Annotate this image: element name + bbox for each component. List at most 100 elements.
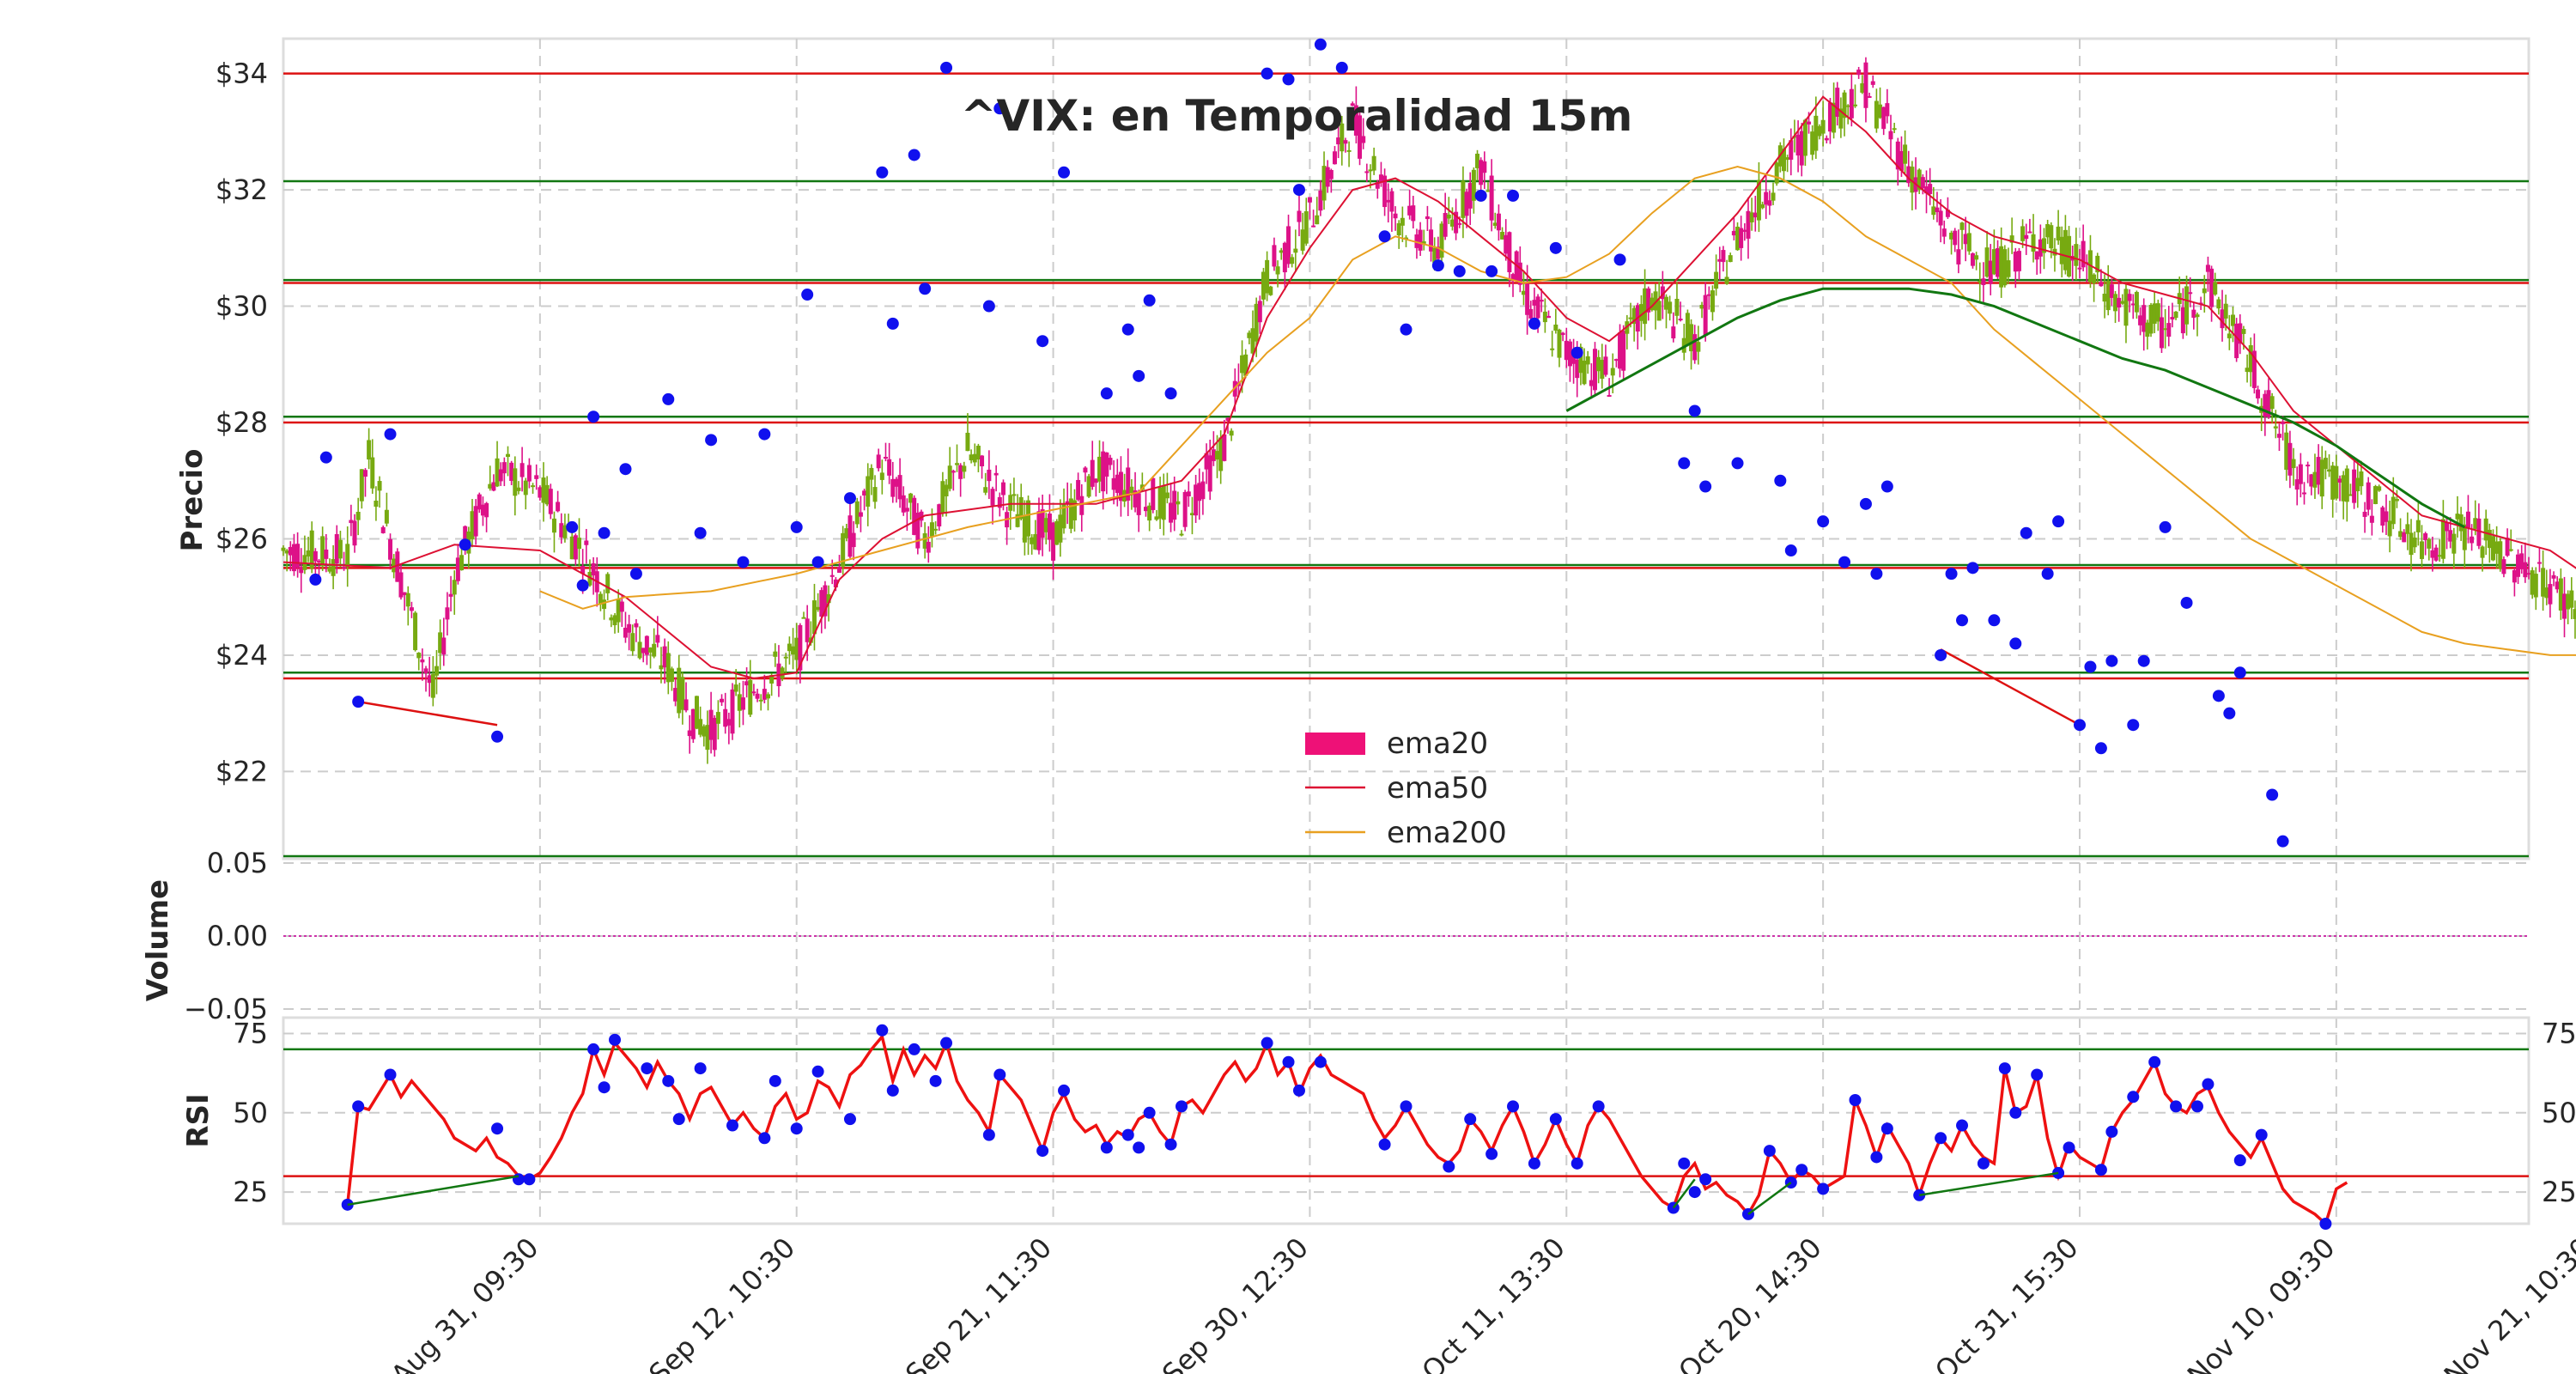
pivot-point bbox=[566, 520, 579, 533]
chart-title: ^VIX: en Temporalidad 15m bbox=[961, 91, 1633, 141]
candle-body bbox=[712, 717, 717, 751]
candle-body bbox=[1000, 482, 1005, 495]
candle-body bbox=[1532, 300, 1537, 306]
candle-body bbox=[1457, 222, 1462, 225]
price-tick-label: $22 bbox=[216, 755, 268, 787]
candle-body bbox=[2490, 536, 2495, 561]
candle-body bbox=[1126, 467, 1131, 501]
candle-body bbox=[2327, 469, 2332, 472]
candle-body bbox=[1724, 277, 1729, 284]
candle-body bbox=[2216, 299, 2221, 309]
candle-body bbox=[1389, 191, 1394, 212]
candle-body bbox=[598, 593, 603, 605]
candle-body bbox=[2155, 303, 2160, 322]
rsi-pivot-point bbox=[609, 1033, 622, 1046]
candle-body bbox=[2263, 393, 2268, 417]
candle-body bbox=[1315, 215, 1320, 225]
candle-body bbox=[1040, 509, 1045, 538]
candle-body bbox=[1582, 360, 1587, 385]
pivot-point bbox=[1678, 457, 1691, 470]
candle-body bbox=[619, 601, 624, 612]
rsi-pivot-point bbox=[1699, 1173, 1712, 1186]
candle-body bbox=[1607, 395, 1612, 398]
candle-body bbox=[1461, 180, 1466, 218]
candle-body bbox=[1671, 326, 1676, 339]
candle-body bbox=[288, 546, 293, 556]
candle-body bbox=[2013, 251, 2018, 272]
candle-body bbox=[1678, 319, 1683, 321]
candle-body bbox=[2470, 536, 2475, 544]
candle-body bbox=[933, 528, 939, 531]
rsi-pivot-point bbox=[694, 1062, 707, 1075]
candle-body bbox=[740, 697, 745, 710]
candle-body bbox=[2377, 486, 2382, 491]
candle-body bbox=[897, 475, 902, 500]
candle-body bbox=[1618, 332, 1623, 369]
pivot-point bbox=[309, 573, 322, 586]
candle-body bbox=[1336, 137, 1341, 145]
pivot-point bbox=[629, 568, 642, 581]
candle-body bbox=[1147, 505, 1152, 521]
rsi-pivot-point bbox=[1121, 1128, 1134, 1141]
candle-body bbox=[2256, 389, 2261, 398]
candle-body bbox=[2251, 350, 2257, 388]
rsi-pivot-point bbox=[1571, 1157, 1583, 1170]
candle-body bbox=[331, 559, 336, 576]
candle-body bbox=[1603, 356, 1608, 375]
pivot-point bbox=[2212, 690, 2225, 702]
candle-body bbox=[1076, 479, 1081, 500]
candle-body bbox=[423, 668, 428, 674]
candle-body bbox=[1479, 160, 1484, 185]
candle-body bbox=[798, 624, 803, 671]
x-tick-label: Nov 21, 10:30 bbox=[2438, 1231, 2576, 1374]
candle-body bbox=[477, 494, 482, 510]
candle-body bbox=[2020, 226, 2026, 241]
candle-body bbox=[2123, 289, 2129, 326]
pivot-point bbox=[1880, 480, 1893, 493]
candle-body bbox=[744, 681, 750, 686]
candle-body bbox=[1261, 271, 1266, 300]
candle-body bbox=[811, 600, 817, 635]
candle-body bbox=[2355, 477, 2360, 492]
candle-body bbox=[1350, 103, 1355, 106]
candle-body bbox=[413, 612, 418, 651]
candle-body bbox=[1061, 503, 1066, 529]
candle-body bbox=[1090, 459, 1095, 487]
candle-body bbox=[2384, 511, 2389, 522]
candle-body bbox=[1557, 329, 1562, 358]
candle-body bbox=[1996, 248, 2001, 277]
candle-body bbox=[2223, 303, 2228, 319]
candle-body bbox=[1243, 354, 1249, 376]
candle-body bbox=[2380, 507, 2385, 526]
candle-body bbox=[1432, 247, 1437, 264]
pivot-point bbox=[1870, 568, 1883, 581]
candle-body bbox=[513, 468, 518, 496]
candle-body bbox=[694, 696, 699, 729]
candle-body bbox=[591, 562, 596, 576]
candle-body bbox=[334, 534, 339, 564]
candle-body bbox=[1546, 315, 1552, 319]
candle-body bbox=[1863, 62, 1868, 108]
x-tick-label: Aug 31, 09:30 bbox=[385, 1231, 545, 1374]
candle-body bbox=[2024, 234, 2029, 240]
candle-body bbox=[1033, 534, 1038, 550]
legend-entry-ema20: ema20 bbox=[1387, 727, 1488, 761]
candle-body bbox=[2180, 307, 2185, 334]
candle-body bbox=[1878, 104, 1883, 119]
candle-body bbox=[1386, 199, 1391, 203]
candle-body bbox=[1981, 278, 1986, 285]
candle-body bbox=[1832, 102, 1837, 133]
rsi-pivot-point bbox=[1956, 1119, 1969, 1132]
pivot-point bbox=[1945, 568, 1958, 581]
candle-body bbox=[2152, 303, 2157, 324]
x-tick-label: Sep 30, 12:30 bbox=[1156, 1231, 1315, 1374]
candle-body bbox=[1789, 140, 1794, 160]
pivot-point bbox=[2094, 742, 2107, 755]
rsi-pivot-point bbox=[1870, 1151, 1883, 1164]
candle-body bbox=[829, 575, 835, 577]
candle-body bbox=[2138, 315, 2143, 325]
volume-tick-label: −0.05 bbox=[184, 993, 268, 1025]
candle-body bbox=[901, 495, 906, 513]
candle-body bbox=[2281, 422, 2286, 424]
candle-body bbox=[538, 487, 543, 498]
